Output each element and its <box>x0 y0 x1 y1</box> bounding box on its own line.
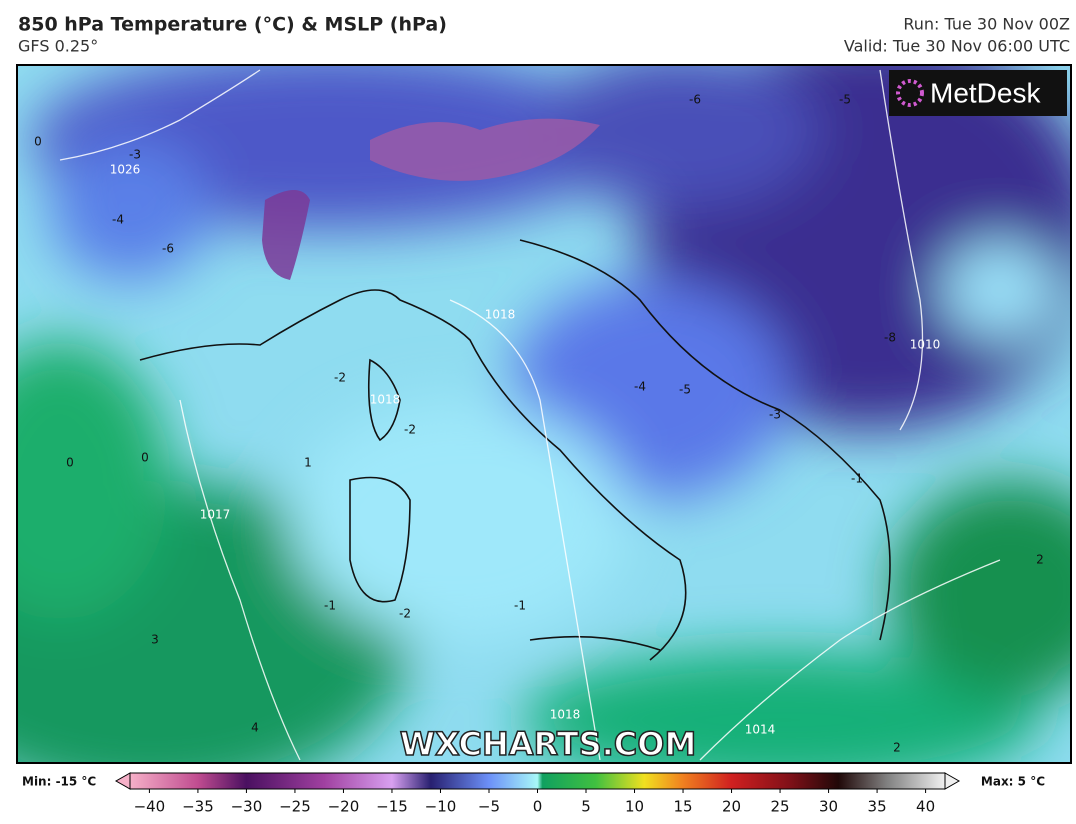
colorbar-max-arrow <box>944 772 961 790</box>
contour-label: -2 <box>334 371 346 385</box>
contour-label: 0 <box>34 135 42 149</box>
map-frame <box>16 64 1072 764</box>
watermark: WXCHARTS.COM <box>400 725 697 763</box>
colorbar-tick-label: 20 <box>722 798 741 816</box>
contour-label: -3 <box>129 148 141 162</box>
colorbar-tick-label: 0 <box>533 798 543 816</box>
colorbar-tick-label: −20 <box>328 798 360 816</box>
colorbar-tick-label: 35 <box>868 798 887 816</box>
contour-label: 1018 <box>550 708 581 722</box>
contour-label: 1017 <box>200 508 231 522</box>
colorbar-tick-label: 5 <box>581 798 591 816</box>
contour-label: 2 <box>1036 553 1044 567</box>
contour-label: 1 <box>304 456 312 470</box>
colorbar-tick-label: −25 <box>279 798 311 816</box>
colorbar-tick-label: 15 <box>673 798 692 816</box>
subtitle: GFS 0.25° <box>18 37 98 56</box>
colorbar-tick-label: −15 <box>376 798 408 816</box>
title: 850 hPa Temperature (°C) & MSLP (hPa) <box>18 14 447 36</box>
contour-label: -8 <box>884 331 896 345</box>
contour-label: 1018 <box>370 393 401 407</box>
contour-label: 0 <box>141 451 149 465</box>
contour-label: -3 <box>769 408 781 422</box>
colorbar-tick-label: −30 <box>231 798 263 816</box>
contour-label: -6 <box>162 242 174 256</box>
contour-label: -5 <box>679 383 691 397</box>
colorbar-tick-label: −5 <box>478 798 500 816</box>
colorbar-tick-label: 30 <box>819 798 838 816</box>
colorbar-min-arrow <box>114 772 131 790</box>
contour-label: -1 <box>851 472 863 486</box>
colorbar-tick-label: −10 <box>425 798 457 816</box>
contour-label: -5 <box>839 93 851 107</box>
contour-label: -1 <box>514 599 526 613</box>
contour-label: 1010 <box>910 338 941 352</box>
run: Run: Tue 30 Nov 00Z <box>903 15 1070 34</box>
contour-label: -1 <box>324 599 336 613</box>
contour-label: -2 <box>399 607 411 621</box>
contour-label: 2 <box>893 741 901 755</box>
contour-label: 3 <box>151 633 159 647</box>
contour-label: 4 <box>251 721 259 735</box>
logo-icon <box>896 79 924 107</box>
valid: Valid: Tue 30 Nov 06:00 UTC <box>844 37 1070 56</box>
contour-label: 1026 <box>110 163 141 177</box>
logo-box <box>889 70 1067 116</box>
contour-label: -4 <box>112 213 124 227</box>
colorbar-tick-label: 10 <box>625 798 644 816</box>
colorbar <box>130 773 945 789</box>
colorbar-tick-label: −35 <box>182 798 214 816</box>
contour-label: 1018 <box>485 308 516 322</box>
colorbar-tick-label: −40 <box>134 798 166 816</box>
contour-label: -4 <box>634 380 646 394</box>
contour-label: -2 <box>404 423 416 437</box>
colorbar-tick-label: 25 <box>771 798 790 816</box>
min-label: Min: -15 °C <box>22 775 96 789</box>
contour-label: 1014 <box>745 723 776 737</box>
contour-label: 0 <box>66 456 74 470</box>
colorbar-tick-label: 40 <box>916 798 935 816</box>
contour-label: -6 <box>689 93 701 107</box>
max-label: Max: 5 °C <box>981 775 1045 789</box>
map: 1026-30-4-61018-21018-21001017-1-2-11018… <box>17 65 1071 763</box>
logo: MetDesk <box>930 77 1041 108</box>
